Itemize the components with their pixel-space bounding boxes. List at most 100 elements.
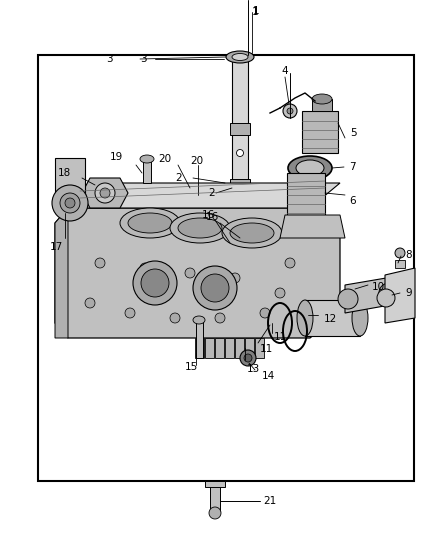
Circle shape bbox=[268, 256, 278, 266]
Circle shape bbox=[166, 189, 178, 201]
Ellipse shape bbox=[352, 300, 368, 336]
Bar bbox=[395, 260, 405, 268]
Bar bbox=[305, 300, 360, 336]
Text: 8: 8 bbox=[405, 250, 412, 260]
Text: 4: 4 bbox=[281, 66, 288, 76]
Circle shape bbox=[240, 350, 256, 366]
Circle shape bbox=[213, 269, 219, 274]
Text: 20: 20 bbox=[190, 156, 203, 166]
Polygon shape bbox=[345, 277, 392, 313]
Bar bbox=[245, 338, 254, 358]
Bar bbox=[195, 338, 204, 358]
Text: 13: 13 bbox=[247, 364, 260, 374]
Text: 2: 2 bbox=[175, 173, 182, 183]
Circle shape bbox=[277, 269, 283, 274]
Circle shape bbox=[185, 268, 195, 278]
Ellipse shape bbox=[230, 223, 274, 243]
Text: 19: 19 bbox=[110, 152, 123, 162]
Circle shape bbox=[244, 354, 252, 362]
Circle shape bbox=[52, 185, 88, 221]
Bar bbox=[196, 320, 203, 358]
Ellipse shape bbox=[297, 300, 313, 336]
Circle shape bbox=[297, 236, 302, 242]
Bar bbox=[205, 481, 225, 487]
Text: 1: 1 bbox=[253, 6, 260, 16]
Ellipse shape bbox=[193, 316, 205, 324]
Text: 16: 16 bbox=[202, 210, 215, 220]
Circle shape bbox=[395, 248, 405, 258]
Polygon shape bbox=[68, 183, 340, 208]
Circle shape bbox=[338, 289, 358, 309]
Circle shape bbox=[194, 236, 200, 242]
Bar bbox=[302, 111, 338, 153]
Circle shape bbox=[95, 183, 115, 203]
Circle shape bbox=[243, 261, 253, 271]
Polygon shape bbox=[55, 208, 340, 338]
Circle shape bbox=[275, 288, 285, 298]
Circle shape bbox=[278, 243, 288, 253]
Circle shape bbox=[228, 272, 234, 279]
Circle shape bbox=[133, 261, 177, 305]
Text: 9: 9 bbox=[405, 288, 412, 298]
Polygon shape bbox=[385, 268, 415, 323]
Polygon shape bbox=[82, 178, 128, 208]
Ellipse shape bbox=[296, 160, 324, 176]
Circle shape bbox=[201, 274, 229, 302]
Ellipse shape bbox=[222, 218, 282, 248]
Text: 5: 5 bbox=[350, 128, 357, 138]
Ellipse shape bbox=[226, 51, 254, 63]
Circle shape bbox=[283, 104, 297, 118]
Ellipse shape bbox=[193, 218, 303, 278]
Text: 17: 17 bbox=[50, 242, 63, 252]
Circle shape bbox=[285, 258, 295, 268]
Circle shape bbox=[289, 262, 295, 268]
Text: 6: 6 bbox=[349, 196, 356, 206]
Ellipse shape bbox=[288, 156, 332, 180]
Circle shape bbox=[213, 222, 219, 228]
Text: 20: 20 bbox=[158, 154, 171, 164]
Circle shape bbox=[85, 298, 95, 308]
Bar bbox=[230, 123, 250, 135]
Text: 14: 14 bbox=[262, 371, 275, 381]
Circle shape bbox=[194, 254, 200, 260]
Text: 7: 7 bbox=[349, 162, 356, 172]
Circle shape bbox=[60, 193, 80, 213]
Circle shape bbox=[95, 258, 105, 268]
Circle shape bbox=[65, 198, 75, 208]
Bar bbox=[230, 179, 250, 191]
Circle shape bbox=[261, 217, 268, 223]
Bar bbox=[55, 158, 85, 203]
Text: 11: 11 bbox=[260, 344, 273, 354]
Text: 2: 2 bbox=[208, 188, 215, 198]
Circle shape bbox=[140, 263, 150, 273]
Bar bbox=[232, 60, 248, 238]
Circle shape bbox=[125, 308, 135, 318]
Bar bbox=[287, 173, 325, 218]
Ellipse shape bbox=[312, 94, 332, 104]
Circle shape bbox=[230, 273, 240, 283]
Text: 3: 3 bbox=[140, 54, 147, 64]
Text: 16: 16 bbox=[206, 212, 219, 222]
Text: 11: 11 bbox=[274, 332, 287, 342]
Circle shape bbox=[238, 238, 258, 258]
Circle shape bbox=[215, 313, 225, 323]
Circle shape bbox=[268, 230, 278, 240]
Circle shape bbox=[243, 225, 253, 235]
Circle shape bbox=[193, 266, 237, 310]
Bar bbox=[235, 338, 244, 358]
Circle shape bbox=[287, 108, 293, 114]
Polygon shape bbox=[55, 208, 68, 338]
Circle shape bbox=[170, 313, 180, 323]
Ellipse shape bbox=[128, 213, 172, 233]
Circle shape bbox=[228, 217, 234, 223]
Text: 21: 21 bbox=[263, 496, 276, 506]
Bar bbox=[215, 338, 224, 358]
Circle shape bbox=[218, 256, 228, 266]
Circle shape bbox=[208, 243, 218, 253]
Ellipse shape bbox=[120, 208, 180, 238]
Circle shape bbox=[245, 216, 251, 222]
Text: 15: 15 bbox=[185, 362, 198, 372]
Circle shape bbox=[191, 245, 197, 251]
Ellipse shape bbox=[140, 155, 154, 163]
Circle shape bbox=[245, 274, 251, 280]
